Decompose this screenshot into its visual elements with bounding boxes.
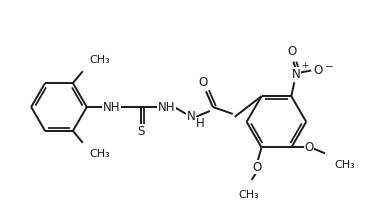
Text: O: O xyxy=(305,141,314,154)
Text: +: + xyxy=(301,61,309,70)
Text: O: O xyxy=(288,45,297,58)
Text: NH: NH xyxy=(103,101,120,113)
Text: H: H xyxy=(196,117,205,130)
Text: NH: NH xyxy=(158,101,175,113)
Text: N: N xyxy=(187,110,195,123)
Text: −: − xyxy=(325,62,334,71)
Text: O: O xyxy=(252,161,261,174)
Text: CH₃: CH₃ xyxy=(238,190,259,200)
Text: O: O xyxy=(314,64,323,77)
Text: CH₃: CH₃ xyxy=(334,160,355,170)
Text: S: S xyxy=(138,125,145,138)
Text: CH₃: CH₃ xyxy=(90,55,111,65)
Text: O: O xyxy=(198,76,208,89)
Text: N: N xyxy=(292,68,301,81)
Text: CH₃: CH₃ xyxy=(90,149,111,159)
